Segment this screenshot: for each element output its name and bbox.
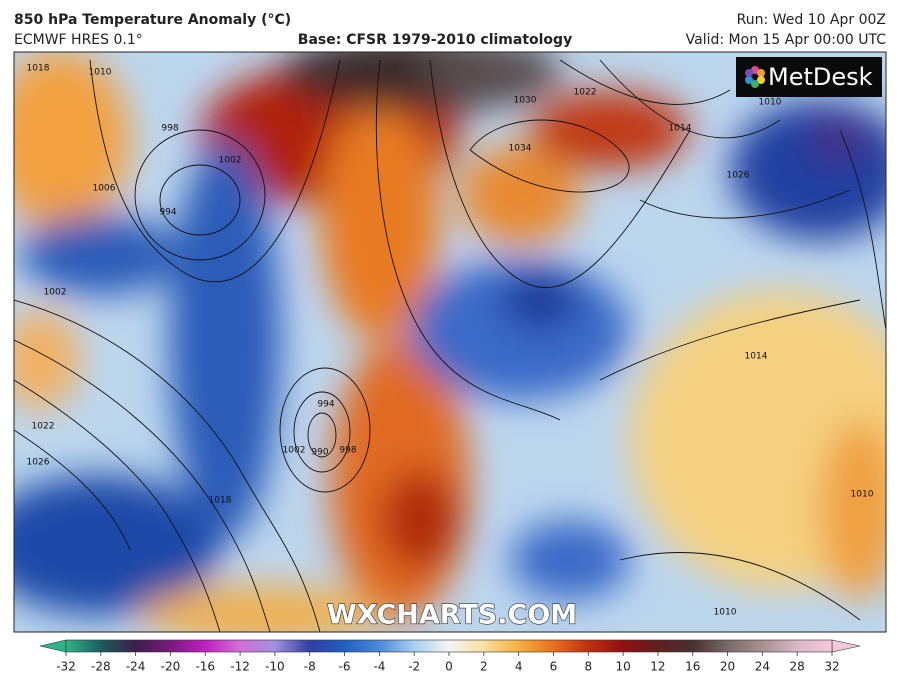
colorbar-tick-label: -10 xyxy=(265,660,285,674)
isobar-label: 1010 xyxy=(89,68,112,78)
isobar-label: 1002 xyxy=(44,288,67,298)
colorbar-tick-label: 28 xyxy=(790,660,805,674)
colorbar-left-arrow xyxy=(39,639,67,653)
map xyxy=(14,52,886,632)
colorbar-tick-label: 6 xyxy=(550,660,558,674)
colorbar-tick-label: 2 xyxy=(480,660,488,674)
isobar-label: 1010 xyxy=(851,490,874,500)
colorbar-tick-label: -20 xyxy=(161,660,181,674)
isobar-label: 998 xyxy=(161,124,178,134)
isobar-label: 1014 xyxy=(745,352,768,362)
isobar-label: 1006 xyxy=(93,184,116,194)
colorbar-tick-label: 0 xyxy=(445,660,453,674)
colorbar-tick-label: 10 xyxy=(615,660,630,674)
isobar-label: 1034 xyxy=(509,144,532,154)
isobar-label: 1026 xyxy=(727,171,750,181)
valid: Valid: Mon 15 Apr 00:00 UTC xyxy=(686,32,887,48)
isobar-label: 1018 xyxy=(27,64,50,74)
colorbar-tick-label: 12 xyxy=(650,660,665,674)
logo: MetDesk xyxy=(736,57,882,97)
isobar-label: 1002 xyxy=(219,156,242,166)
colorbar-tick-label: -8 xyxy=(304,660,316,674)
colorbar-tick-label: -32 xyxy=(56,660,76,674)
colorbar-tick-label: 24 xyxy=(755,660,770,674)
isobar-label: 998 xyxy=(339,446,356,456)
isobar-label: 1014 xyxy=(669,124,692,134)
isobar-label: 1022 xyxy=(32,422,55,432)
isobar-label: 990 xyxy=(311,448,328,458)
colorbar-tick-label: 16 xyxy=(685,660,700,674)
isobar-label: 1018 xyxy=(209,496,232,506)
isobar-label: 1026 xyxy=(27,458,50,468)
colorbar-tick-label: 20 xyxy=(720,660,735,674)
logo-text: MetDesk xyxy=(768,63,873,91)
colorbar-bar xyxy=(65,639,833,653)
isobar-label: 1010 xyxy=(714,608,737,618)
colorbar-tick-label: -24 xyxy=(126,660,146,674)
anomaly-field xyxy=(14,52,886,632)
title: 850 hPa Temperature Anomaly (°C) xyxy=(14,12,291,28)
colorbar-tick-label: -2 xyxy=(408,660,420,674)
model: ECMWF HRES 0.1° xyxy=(14,32,143,48)
isobar-labels: 1018 1010 998 994 1002 1006 1002 1022 1026 1018 99… xyxy=(27,64,874,618)
isobar-label: 1022 xyxy=(574,88,597,98)
colorbar-tick-label: -6 xyxy=(339,660,351,674)
colorbar-tick-label: -16 xyxy=(195,660,215,674)
isobar-label: 1030 xyxy=(514,96,537,106)
map-frame xyxy=(13,51,887,633)
isobar-label: 994 xyxy=(159,208,176,218)
colorbar-tick-label: -4 xyxy=(373,660,385,674)
colorbar-right-arrow xyxy=(831,639,861,653)
colorbar-tick-label: 4 xyxy=(515,660,523,674)
isobar-label: 1010 xyxy=(759,98,782,108)
isobar-label: 1002 xyxy=(283,446,306,456)
colorbar-tick-label: 8 xyxy=(584,660,592,674)
isobar-label: 994 xyxy=(317,400,334,410)
colorbar-tick-label: 32 xyxy=(824,660,839,674)
colorbar-tick-label: -28 xyxy=(91,660,111,674)
colorbar: -32 -28 -24 -20 -16 -12 -10 -8 -6 -4 -2 0 2 4 6 8 10 12 16… xyxy=(39,639,861,674)
isobars xyxy=(14,59,886,632)
run: Run: Wed 10 Apr 00Z xyxy=(737,12,886,28)
watermark: WXCHARTS.COM xyxy=(327,600,577,631)
colorbar-tick-label: -12 xyxy=(230,660,250,674)
base: Base: CFSR 1979-2010 climatology xyxy=(298,32,572,48)
